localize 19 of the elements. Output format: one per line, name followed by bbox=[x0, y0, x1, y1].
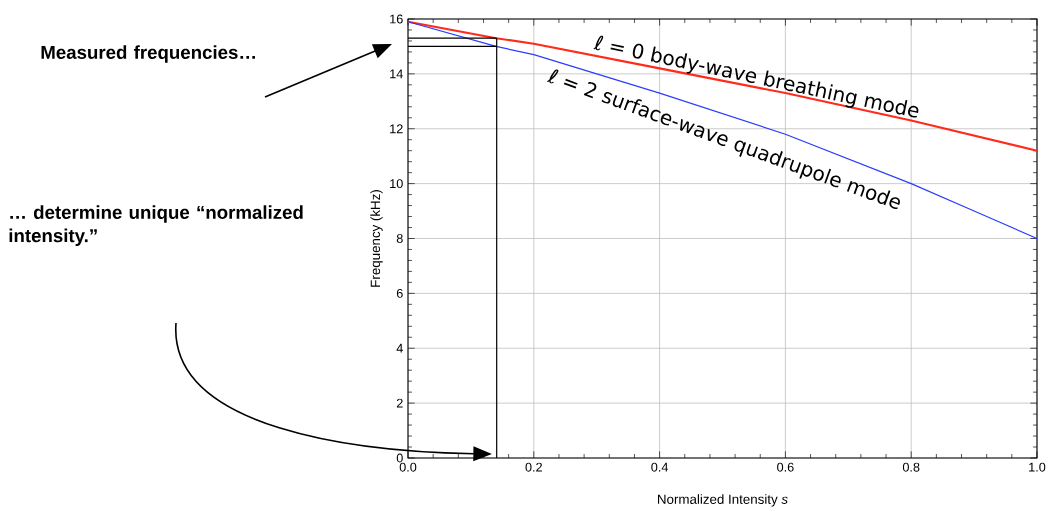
y-tick-label: 2 bbox=[396, 398, 403, 408]
x-tick-label: 1.0 bbox=[1029, 462, 1046, 472]
x-tick-label: 0.6 bbox=[777, 462, 794, 472]
x-axis-title: Normalized Intensity s bbox=[658, 494, 788, 507]
y-tick-label: 6 bbox=[396, 288, 403, 298]
y-tick-label: 8 bbox=[396, 234, 403, 243]
y-tick-label: 10 bbox=[390, 179, 403, 189]
x-tick-label: 0.2 bbox=[525, 462, 542, 472]
y-axis-title: Frequency (kHz) bbox=[370, 190, 383, 287]
text: Measured frequencies… bbox=[41, 45, 255, 63]
y-tick-label: 4 bbox=[396, 343, 403, 353]
x-tick-label: 0.0 bbox=[399, 462, 417, 472]
x-tick-label: 0.4 bbox=[651, 462, 669, 472]
y-tick-label: 12 bbox=[390, 124, 403, 134]
x-tick-label: 0.8 bbox=[902, 462, 920, 472]
y-tick-label: 16 bbox=[390, 14, 403, 24]
y-tick-label: 0 bbox=[396, 453, 403, 463]
y-tick-label: 14 bbox=[390, 69, 403, 79]
text: … determine unique “normalized intensity.” bbox=[9, 205, 303, 246]
